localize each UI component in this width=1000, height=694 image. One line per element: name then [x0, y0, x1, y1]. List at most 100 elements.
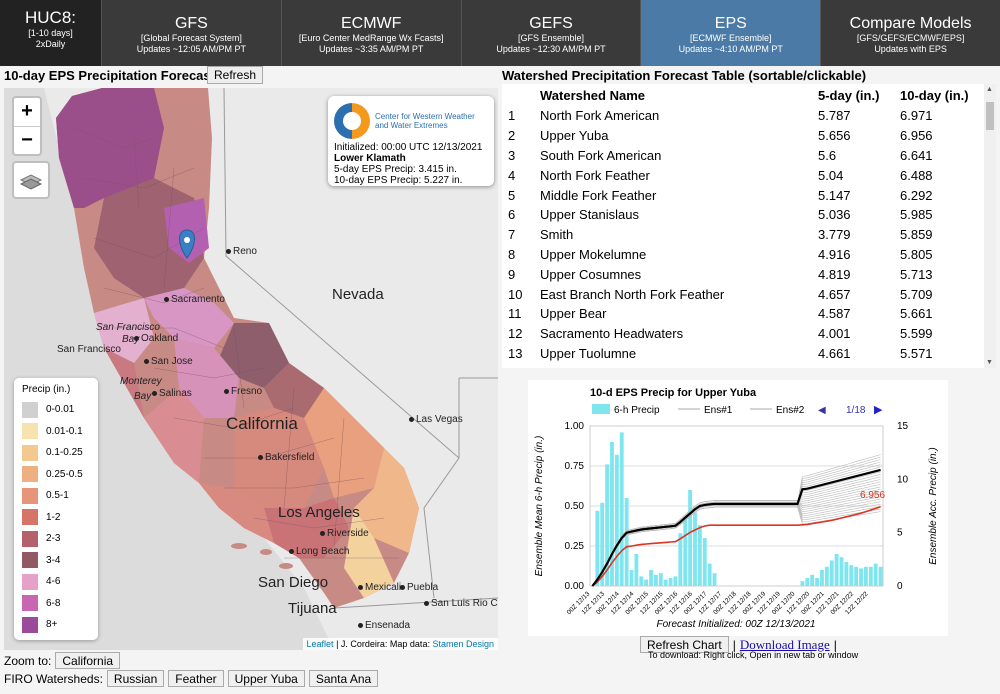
legend-label: 0.01-0.1 [46, 425, 83, 437]
precip-map[interactable]: + − Reno Nevada Sacramento San Francisco… [4, 88, 498, 650]
name-cell: Upper Stanislaus [540, 207, 639, 223]
legend-item: 6-8 [22, 593, 90, 615]
table-row[interactable]: 9 Upper Cosumnes 4.819 5.713 [502, 264, 984, 284]
y2tick-label: 10 [897, 474, 909, 485]
10day-cell: 5.709 [900, 286, 933, 302]
nav-huc8-sub1: [1-10 days] [28, 28, 73, 38]
tab-ecmwf[interactable]: ECMWF [Euro Center MedRange Wx Fcasts] U… [282, 0, 462, 66]
scroll-down-icon[interactable]: ▼ [986, 359, 993, 366]
table-row[interactable]: 7 Smith 3.779 5.859 [502, 225, 984, 245]
ytick-label: 0.25 [565, 541, 585, 552]
download-image-link[interactable]: Download Image [739, 636, 830, 652]
tab-gfs[interactable]: GFS [Global Forecast System] Updates ~12… [102, 0, 282, 66]
tab-gefs[interactable]: GEFS [GFS Ensemble] Updates ~12:30 AM/PM… [462, 0, 642, 66]
tab-sub: [Global Forecast System] [140, 33, 242, 43]
scroll-up-icon[interactable]: ▲ [986, 86, 993, 93]
map-refresh-button[interactable]: Refresh [207, 66, 264, 84]
chart-pager: 1/18 [846, 405, 866, 416]
firo-santa-ana-button[interactable]: Santa Ana [308, 670, 379, 687]
table-row[interactable]: 6 Upper Stanislaus 5.036 5.985 [502, 205, 984, 225]
city-label: Puebla [407, 582, 439, 593]
city-label: Salinas [159, 388, 192, 399]
legend-swatch [22, 444, 38, 461]
nav-huc8[interactable]: HUC8: [1-10 days] 2xDaily [0, 0, 102, 66]
rank-cell: 13 [508, 345, 523, 361]
zoom-california-button[interactable]: California [55, 652, 121, 669]
label-sf-bay-2: Bay [122, 334, 140, 345]
red-line-label: 6.956 [860, 490, 885, 501]
city-label: San Luis Rio C [431, 598, 498, 609]
tab-compare-models[interactable]: Compare Models [GFS/GEFS/ECMWF/EPS] Upda… [821, 0, 1000, 66]
table-row[interactable]: 3 South Fork American 5.6 6.641 [502, 146, 984, 166]
state-california: California [226, 414, 298, 433]
popup-10day: 10-day EPS Precip: 5.227 in. [334, 175, 463, 186]
table-row[interactable]: 12 Sacramento Headwaters 4.001 5.599 [502, 324, 984, 344]
col-header-name[interactable]: Watershed Name [540, 87, 645, 103]
10day-cell: 5.859 [900, 227, 933, 243]
table-row[interactable]: 8 Upper Mokelumne 4.916 5.805 [502, 245, 984, 265]
firo-upper-yuba-button[interactable]: Upper Yuba [227, 670, 305, 687]
name-cell: North Fork American [540, 108, 660, 124]
col-header-10day[interactable]: 10-day (in.) [900, 87, 969, 103]
layers-button[interactable] [12, 161, 50, 199]
city-puebla: Puebla [400, 582, 438, 593]
ensemble-acc-black [591, 468, 881, 587]
table-row[interactable]: 5 Middle Fork Feather 5.147 6.292 [502, 185, 984, 205]
firo-feather-button[interactable]: Feather [168, 670, 224, 687]
leaflet-link[interactable]: Leaflet [306, 639, 334, 649]
table-row[interactable]: 1 North Fork American 5.787 6.971 [502, 106, 984, 126]
city-las-vegas: Las Vegas [409, 414, 463, 425]
precip-bar [693, 512, 697, 586]
col-header-rank[interactable] [502, 84, 534, 106]
10day-cell: 6.488 [900, 167, 933, 183]
5day-cell: 4.001 [818, 326, 851, 342]
precip-bar [634, 554, 639, 586]
10day-cell: 6.971 [900, 108, 933, 124]
5day-cell: 5.787 [818, 108, 851, 124]
city-bakersfield: Bakersfield [258, 452, 314, 463]
legend-swatch [22, 423, 38, 440]
legend-label: 6-8 [46, 597, 61, 609]
10day-cell: 6.956 [900, 128, 933, 144]
rank-cell: 7 [508, 227, 516, 243]
firo-label: FIRO Watersheds: [4, 671, 103, 686]
5day-cell: 5.04 [818, 167, 844, 183]
tab-sub: Updates with EPS [874, 44, 947, 54]
5day-cell: 4.819 [818, 266, 851, 282]
tab-eps[interactable]: EPS [ECMWF Ensemble] Updates ~4:10 AM/PM… [641, 0, 822, 66]
zoom-in-button[interactable]: + [21, 100, 33, 122]
col-header-5day[interactable]: 5-day (in.) [818, 87, 880, 103]
legend-ens1: Ens#1 [704, 405, 733, 416]
city-salinas: Salinas [152, 388, 192, 399]
tab-title: EPS [714, 15, 747, 32]
name-cell: Upper Yuba [540, 128, 609, 144]
scroll-thumb[interactable] [986, 102, 994, 130]
city-oakland: Oakland [134, 333, 178, 344]
forecast-table-panel: Watershed Name 5-day (in.) 10-day (in.) … [502, 84, 996, 368]
precip-bar [610, 442, 614, 586]
label-sf-bay: San Francisco [96, 322, 160, 333]
legend-swatch [22, 401, 38, 418]
table-scrollbar[interactable]: ▲ ▼ [984, 84, 996, 368]
table-row[interactable]: 13 Upper Tuolumne 4.661 5.571 [502, 344, 984, 364]
precip-bar [619, 432, 624, 586]
firo-russian-button[interactable]: Russian [106, 670, 165, 687]
tab-title: Compare Models [849, 15, 972, 32]
name-cell: Upper Tuolumne [540, 345, 637, 361]
zoom-out-button[interactable]: − [14, 126, 40, 154]
table-row[interactable]: 4 North Fork Feather 5.04 6.488 [502, 165, 984, 185]
10day-cell: 6.292 [900, 187, 933, 203]
table-title: Watershed Precipitation Forecast Table (… [502, 68, 867, 83]
table-row[interactable]: 2 Upper Yuba 5.656 6.956 [502, 126, 984, 146]
city-label: Bakersfield [265, 452, 315, 463]
cw3e-logo: Center for Western Weather and Water Extr… [334, 100, 488, 142]
precip-bar [712, 573, 717, 586]
precip-bar [595, 510, 600, 586]
stamen-link[interactable]: Stamen Design [432, 639, 494, 649]
table-row[interactable]: 11 Upper Bear 4.587 5.661 [502, 304, 984, 324]
chart-prev-icon: ◀ [818, 405, 826, 416]
refresh-chart-button[interactable]: Refresh Chart [640, 636, 729, 653]
tab-sub: Updates ~12:30 AM/PM PT [496, 44, 606, 54]
10day-cell: 5.985 [900, 207, 933, 223]
table-row[interactable]: 10 East Branch North Fork Feather 4.657 5.7… [502, 284, 984, 304]
